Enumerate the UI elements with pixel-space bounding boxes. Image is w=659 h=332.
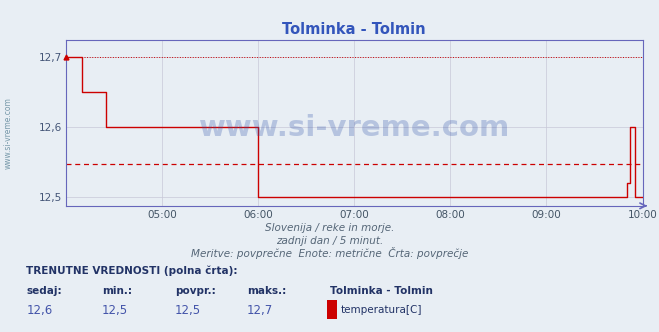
Text: povpr.:: povpr.: <box>175 286 215 296</box>
Text: sedaj:: sedaj: <box>26 286 62 296</box>
Text: zadnji dan / 5 minut.: zadnji dan / 5 minut. <box>276 236 383 246</box>
Text: 12,7: 12,7 <box>247 304 273 317</box>
Text: Meritve: povprečne  Enote: metrične  Črta: povprečje: Meritve: povprečne Enote: metrične Črta:… <box>191 247 468 259</box>
Title: Tolminka - Tolmin: Tolminka - Tolmin <box>283 22 426 37</box>
Text: www.si-vreme.com: www.si-vreme.com <box>4 97 13 169</box>
Text: Tolminka - Tolmin: Tolminka - Tolmin <box>330 286 432 296</box>
Text: 12,5: 12,5 <box>102 304 129 317</box>
Text: 12,6: 12,6 <box>26 304 53 317</box>
Text: maks.:: maks.: <box>247 286 287 296</box>
Text: www.si-vreme.com: www.si-vreme.com <box>198 114 510 142</box>
Text: min.:: min.: <box>102 286 132 296</box>
Text: Slovenija / reke in morje.: Slovenija / reke in morje. <box>265 223 394 233</box>
Text: 12,5: 12,5 <box>175 304 201 317</box>
Text: TRENUTNE VREDNOSTI (polna črta):: TRENUTNE VREDNOSTI (polna črta): <box>26 265 238 276</box>
Text: temperatura[C]: temperatura[C] <box>341 305 422 315</box>
